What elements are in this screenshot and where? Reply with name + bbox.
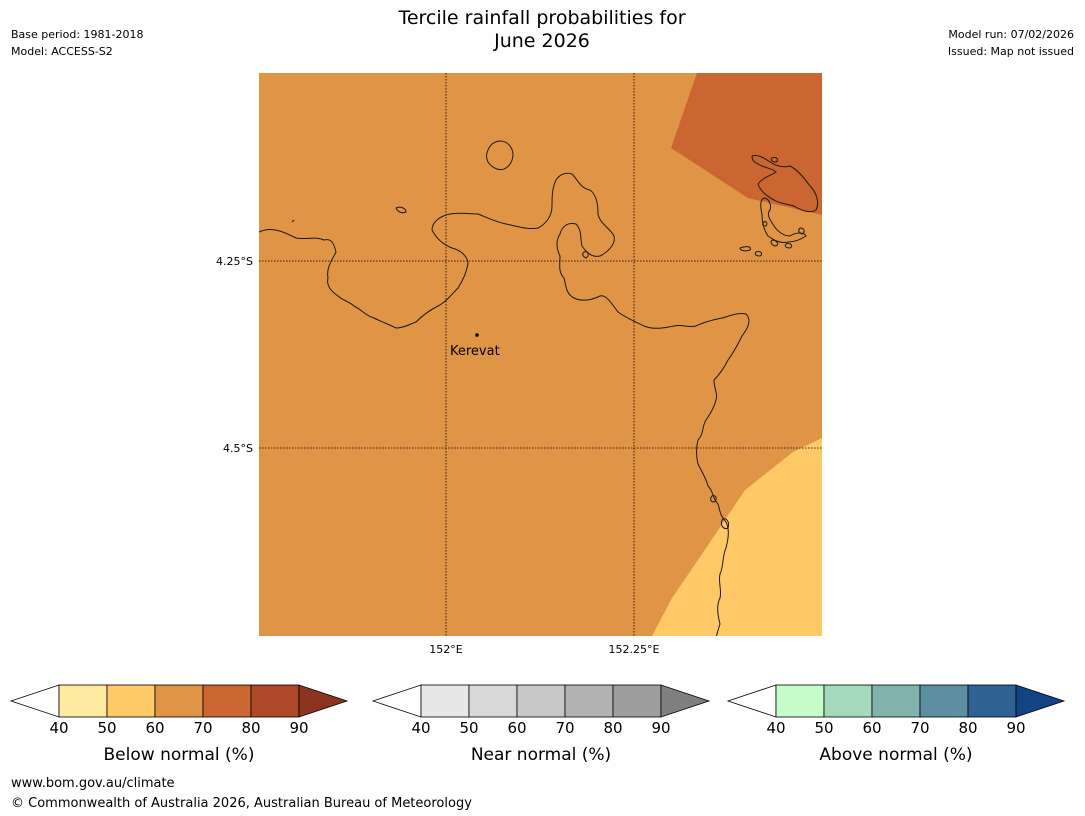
region-below-50-60 bbox=[652, 438, 822, 636]
colorbar-segment bbox=[154, 684, 204, 718]
model-name: Model: ACCESS-S2 bbox=[11, 45, 113, 58]
colorbar-tick-label: 80 bbox=[958, 719, 978, 737]
colorbar-segment bbox=[871, 684, 921, 718]
colorbar-extend-high bbox=[298, 684, 349, 718]
colorbar-tick-label: 60 bbox=[507, 719, 527, 737]
colorbar-extend-low bbox=[726, 684, 777, 718]
coastline bbox=[259, 140, 819, 636]
colorbar-tick-label: 80 bbox=[241, 719, 261, 737]
footer-url[interactable]: www.bom.gov.au/climate bbox=[11, 776, 175, 791]
lon-label-152-25: 152.25°E bbox=[609, 643, 660, 656]
colorbar-tick-label: 90 bbox=[1006, 719, 1026, 737]
colorbar-segment bbox=[516, 684, 566, 718]
colorbar-extend-low bbox=[9, 684, 60, 718]
colorbar-extend-low bbox=[371, 684, 422, 718]
colorbar-near-normal bbox=[371, 684, 711, 718]
map-title: Tercile rainfall probabilities for June … bbox=[342, 7, 742, 53]
kerevat-marker[interactable] bbox=[475, 333, 479, 337]
colorbar-title: Above normal (%) bbox=[819, 745, 973, 765]
colorbar-extend-high bbox=[660, 684, 711, 718]
issued-status: Issued: Map not issued bbox=[947, 45, 1074, 58]
footer-copyright: © Commonwealth of Australia 2026, Austra… bbox=[11, 796, 472, 811]
colorbar-segment bbox=[202, 684, 252, 718]
colorbar-tick-label: 90 bbox=[651, 719, 671, 737]
colorbar-above-normal bbox=[726, 684, 1066, 718]
colorbar-tick-label: 60 bbox=[862, 719, 882, 737]
colorbar-below-normal bbox=[9, 684, 349, 718]
colorbar-tick-label: 50 bbox=[459, 719, 479, 737]
model-run: Model run: 07/02/2026 bbox=[948, 28, 1074, 41]
title-line-2: June 2026 bbox=[494, 30, 590, 52]
colorbar-tick-label: 70 bbox=[555, 719, 575, 737]
colorbar-tick-label: 70 bbox=[193, 719, 213, 737]
colorbar-segment bbox=[564, 684, 614, 718]
colorbar-tick-label: 90 bbox=[289, 719, 309, 737]
colorbar-title: Below normal (%) bbox=[103, 745, 255, 765]
colorbar-tick-label: 40 bbox=[766, 719, 786, 737]
colorbar-segment bbox=[823, 684, 873, 718]
lon-label-152: 152°E bbox=[429, 643, 462, 656]
footer: www.bom.gov.au/climate © Commonwealth of… bbox=[11, 774, 472, 814]
region-below-70-80 bbox=[671, 73, 822, 215]
colorbar-tick-label: 60 bbox=[145, 719, 165, 737]
colorbar-tick-label: 50 bbox=[97, 719, 117, 737]
gridlines bbox=[259, 73, 822, 636]
colorbar-tick-label: 40 bbox=[411, 719, 431, 737]
colorbar-tick-label: 70 bbox=[910, 719, 930, 737]
colorbar-segment bbox=[967, 684, 1017, 718]
colorbar-extend-high bbox=[1015, 684, 1066, 718]
kerevat-label: Kerevat bbox=[450, 344, 500, 359]
colorbar-segment bbox=[58, 684, 108, 718]
colorbar-segment bbox=[106, 684, 156, 718]
colorbar-segment bbox=[919, 684, 969, 718]
meta-left: Base period: 1981-2018 Model: ACCESS-S2 bbox=[11, 26, 143, 60]
colorbar-segment bbox=[612, 684, 662, 718]
meta-right: Model run: 07/02/2026 Issued: Map not is… bbox=[948, 26, 1074, 60]
colorbar-tick-label: 50 bbox=[814, 719, 834, 737]
colorbar-tick-label: 80 bbox=[603, 719, 623, 737]
colorbar-segment bbox=[468, 684, 518, 718]
colorbar-segment bbox=[775, 684, 825, 718]
base-period: Base period: 1981-2018 bbox=[11, 28, 144, 41]
colorbar-tick-label: 40 bbox=[49, 719, 69, 737]
colorbar-title: Near normal (%) bbox=[470, 745, 612, 765]
colorbar-segment bbox=[250, 684, 300, 718]
title-line-1: Tercile rainfall probabilities for bbox=[398, 7, 686, 29]
colorbar-segment bbox=[420, 684, 470, 718]
lat-label-4-25: 4.25°S bbox=[216, 255, 253, 268]
lat-label-4-5: 4.5°S bbox=[223, 442, 253, 455]
map-field: Kerevat bbox=[259, 73, 822, 636]
